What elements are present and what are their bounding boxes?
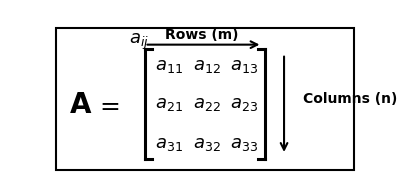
Text: $a_{31}$: $a_{31}$ (155, 135, 183, 153)
Text: $a_{13}$: $a_{13}$ (230, 57, 258, 75)
Text: $\mathbf{A}$: $\mathbf{A}$ (69, 91, 93, 119)
Text: $a_{22}$: $a_{22}$ (193, 94, 220, 113)
Text: Columns (n): Columns (n) (303, 92, 397, 106)
Text: $a_{33}$: $a_{33}$ (230, 135, 258, 153)
Text: $a_{23}$: $a_{23}$ (230, 94, 258, 113)
FancyBboxPatch shape (56, 28, 354, 170)
Text: $a_{21}$: $a_{21}$ (155, 94, 183, 113)
Text: $a_{ij}$: $a_{ij}$ (129, 32, 149, 53)
Text: $=$: $=$ (95, 93, 120, 117)
Text: Rows (m): Rows (m) (165, 28, 239, 42)
Text: $a_{12}$: $a_{12}$ (193, 57, 220, 75)
Text: $a_{32}$: $a_{32}$ (193, 135, 220, 153)
Text: $a_{11}$: $a_{11}$ (155, 57, 183, 75)
